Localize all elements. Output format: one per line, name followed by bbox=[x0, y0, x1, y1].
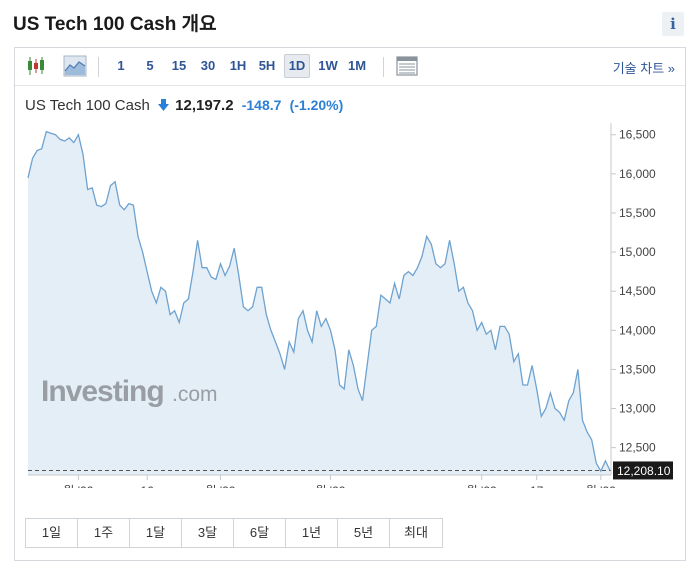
technical-chart-link[interactable]: 기술 차트 » bbox=[612, 61, 675, 76]
current-price-label: 12,208.10 bbox=[617, 464, 671, 478]
plot-area: 12,208.10 12,500 13,000 13,500 14,000 14,500 1… bbox=[27, 123, 673, 488]
chart-toolbar: 1 5 15 30 1H 5H 1D 1W 1M 기술 차트 » bbox=[15, 48, 685, 86]
y-tick-label: 12,500 bbox=[619, 441, 656, 455]
range-1-month[interactable]: 1달 bbox=[130, 519, 182, 547]
interval-1m[interactable]: 1M bbox=[347, 58, 367, 73]
interval-5h[interactable]: 5H bbox=[258, 58, 276, 73]
y-tick-label: 13,000 bbox=[619, 402, 656, 416]
x-tick-label: 16 bbox=[140, 484, 154, 488]
toolbar-separator bbox=[98, 57, 99, 77]
candlestick-icon[interactable] bbox=[24, 54, 48, 78]
price-chart[interactable]: 12,208.10 12,500 13,000 13,500 14,000 14,500 1… bbox=[15, 123, 685, 488]
quote-line: US Tech 100 Cash 12,197.2 -148.7 (-1.20%… bbox=[25, 95, 343, 115]
price-line bbox=[27, 130, 611, 473]
y-tick-label: 16,000 bbox=[619, 167, 656, 181]
x-tick-label: 월 '22 bbox=[467, 484, 497, 488]
page-title: US Tech 100 Cash 개요 bbox=[13, 14, 217, 35]
range-1-day[interactable]: 1일 bbox=[26, 519, 78, 547]
table-icon[interactable] bbox=[395, 54, 419, 78]
down-arrow-icon bbox=[157, 99, 169, 111]
price-change-percent: (-1.20%) bbox=[289, 97, 344, 113]
x-tick-label: 월 '22 bbox=[63, 484, 93, 488]
info-button[interactable]: i bbox=[662, 12, 684, 36]
range-selector: 1일 1주 1달 3달 6달 1년 5년 최대 bbox=[25, 518, 443, 548]
x-tick-label: 월 '22 bbox=[315, 484, 345, 488]
y-tick-label: 15,000 bbox=[619, 245, 656, 259]
range-max[interactable]: 최대 bbox=[404, 525, 428, 540]
interval-5[interactable]: 5 bbox=[146, 58, 154, 73]
last-price: 12,197.2 bbox=[175, 97, 234, 114]
instrument-name: US Tech 100 Cash bbox=[25, 97, 150, 114]
area-chart-icon[interactable] bbox=[63, 54, 87, 78]
interval-15[interactable]: 15 bbox=[171, 58, 187, 73]
interval-1w[interactable]: 1W bbox=[318, 58, 338, 73]
x-tick-label: 월 '22 bbox=[205, 484, 235, 488]
chart-widget: 1 5 15 30 1H 5H 1D 1W 1M 기술 차트 » US Tech… bbox=[14, 47, 686, 561]
watermark-brand: Investing bbox=[41, 375, 164, 408]
interval-1d[interactable]: 1D bbox=[284, 54, 310, 78]
interval-1h[interactable]: 1H bbox=[229, 58, 247, 73]
toolbar-separator bbox=[383, 57, 384, 77]
watermark-suffix: .com bbox=[172, 383, 218, 406]
x-tick-label: 17 bbox=[530, 484, 544, 488]
y-tick-label: 16,500 bbox=[619, 128, 656, 142]
y-tick-label: 14,000 bbox=[619, 323, 656, 337]
interval-30[interactable]: 30 bbox=[200, 58, 216, 73]
price-area bbox=[28, 131, 610, 475]
range-5-years[interactable]: 5년 bbox=[338, 519, 390, 547]
x-tick-label: 월 '22 bbox=[586, 484, 616, 488]
range-1-year[interactable]: 1년 bbox=[286, 519, 338, 547]
y-tick-label: 13,500 bbox=[619, 362, 656, 376]
y-tick-label: 15,500 bbox=[619, 206, 656, 220]
range-1-week[interactable]: 1주 bbox=[78, 519, 130, 547]
current-price-tag bbox=[613, 461, 673, 480]
range-6-months[interactable]: 6달 bbox=[234, 519, 286, 547]
y-tick-label: 14,500 bbox=[619, 284, 656, 298]
range-3-months[interactable]: 3달 bbox=[182, 519, 234, 547]
interval-1[interactable]: 1 bbox=[117, 58, 125, 73]
price-change: -148.7 bbox=[241, 97, 282, 113]
